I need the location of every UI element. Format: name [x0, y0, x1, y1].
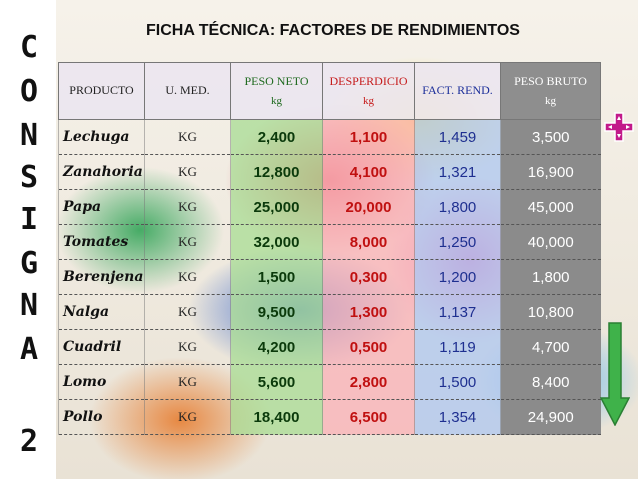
table-row: Pollo KG 18,400 6,500 1,354 24,900	[58, 399, 601, 435]
cell-producto: Zanahoria	[58, 154, 145, 190]
cell-factor-rendimiento: 1,459	[414, 119, 501, 155]
header-peso-neto-label: PESO NETO	[244, 73, 309, 88]
cell-peso-bruto: 10,800	[500, 294, 601, 330]
cell-peso-neto: 4,200	[230, 329, 323, 365]
cell-producto: Papa	[58, 189, 145, 225]
cell-producto: Lomo	[58, 364, 145, 400]
header-peso-bruto-unit: kg	[545, 94, 556, 107]
cell-peso-neto: 9,500	[230, 294, 323, 330]
cell-peso-neto: 5,600	[230, 364, 323, 400]
side-letter: A	[19, 332, 39, 367]
cell-factor-rendimiento: 1,500	[414, 364, 501, 400]
header-factor-rendimiento: FACT. REND.	[414, 62, 501, 120]
side-letter: N	[19, 288, 39, 323]
cell-peso-bruto: 24,900	[500, 399, 601, 435]
cell-producto: Cuadril	[58, 329, 145, 365]
cell-unidad: KG	[144, 224, 231, 260]
table-row: Lechuga KG 2,400 1,100 1,459 3,500	[58, 119, 601, 155]
cell-peso-neto: 32,000	[230, 224, 323, 260]
header-desperdicio-label: DESPERDICIO	[329, 73, 408, 88]
header-desperdicio: DESPERDICIO kg	[322, 62, 415, 120]
side-letter: C	[19, 30, 39, 65]
side-letter: 2	[19, 424, 39, 459]
cell-factor-rendimiento: 1,137	[414, 294, 501, 330]
cell-peso-bruto: 40,000	[500, 224, 601, 260]
cell-unidad: KG	[144, 189, 231, 225]
cell-desperdicio: 8,000	[322, 224, 415, 260]
cell-peso-neto: 12,800	[230, 154, 323, 190]
page-title: FICHA TÉCNICA: FACTORES DE RENDIMIENTOS	[146, 22, 520, 39]
plus-icon[interactable]	[604, 112, 634, 142]
side-letter: O	[19, 74, 39, 109]
cell-desperdicio: 0,500	[322, 329, 415, 365]
down-arrow-icon[interactable]	[600, 322, 630, 426]
cell-peso-bruto: 8,400	[500, 364, 601, 400]
cell-desperdicio: 2,800	[322, 364, 415, 400]
cell-peso-neto: 2,400	[230, 119, 323, 155]
cell-unidad: KG	[144, 119, 231, 155]
cell-desperdicio: 1,100	[322, 119, 415, 155]
table-row: Papa KG 25,000 20,000 1,800 45,000	[58, 189, 601, 225]
cell-desperdicio: 0,300	[322, 259, 415, 295]
cell-peso-bruto: 45,000	[500, 189, 601, 225]
cell-peso-neto: 1,500	[230, 259, 323, 295]
table-row: Zanahoria KG 12,800 4,100 1,321 16,900	[58, 154, 601, 190]
side-letter: N	[19, 118, 39, 153]
cell-factor-rendimiento: 1,200	[414, 259, 501, 295]
side-letter: I	[19, 202, 39, 237]
yield-factors-table: PRODUCTO U. MED. PESO NETO kg DESPERDICI…	[58, 62, 601, 435]
cell-factor-rendimiento: 1,354	[414, 399, 501, 435]
cell-factor-rendimiento: 1,250	[414, 224, 501, 260]
table-row: Berenjena KG 1,500 0,300 1,200 1,800	[58, 259, 601, 295]
table-row: Cuadril KG 4,200 0,500 1,119 4,700	[58, 329, 601, 365]
cell-unidad: KG	[144, 399, 231, 435]
table-row: Tomates KG 32,000 8,000 1,250 40,000	[58, 224, 601, 260]
header-peso-bruto: PESO BRUTO kg	[500, 62, 601, 120]
cell-peso-bruto: 1,800	[500, 259, 601, 295]
cell-desperdicio: 6,500	[322, 399, 415, 435]
cell-producto: Nalga	[58, 294, 145, 330]
cell-producto: Lechuga	[58, 119, 145, 155]
cell-unidad: KG	[144, 294, 231, 330]
cell-peso-bruto: 4,700	[500, 329, 601, 365]
vertical-word-consigna: C O N S I G N A 2	[0, 0, 56, 479]
cell-peso-neto: 25,000	[230, 189, 323, 225]
table-row: Nalga KG 9,500 1,300 1,137 10,800	[58, 294, 601, 330]
cell-factor-rendimiento: 1,321	[414, 154, 501, 190]
cell-desperdicio: 20,000	[322, 189, 415, 225]
cell-producto: Tomates	[58, 224, 145, 260]
header-unidad-medida: U. MED.	[144, 62, 231, 120]
cell-unidad: KG	[144, 329, 231, 365]
cell-peso-bruto: 16,900	[500, 154, 601, 190]
cell-peso-bruto: 3,500	[500, 119, 601, 155]
table-header-row: PRODUCTO U. MED. PESO NETO kg DESPERDICI…	[58, 62, 601, 120]
header-peso-neto: PESO NETO kg	[230, 62, 323, 120]
header-peso-bruto-label: PESO BRUTO	[514, 73, 587, 88]
cell-unidad: KG	[144, 259, 231, 295]
header-peso-neto-unit: kg	[271, 94, 282, 107]
header-desperdicio-unit: kg	[363, 94, 374, 107]
cell-desperdicio: 1,300	[322, 294, 415, 330]
cell-peso-neto: 18,400	[230, 399, 323, 435]
header-producto: PRODUCTO	[58, 62, 145, 120]
cell-desperdicio: 4,100	[322, 154, 415, 190]
cell-producto: Berenjena	[58, 259, 145, 295]
cell-producto: Pollo	[58, 399, 145, 435]
cell-unidad: KG	[144, 154, 231, 190]
side-letter: S	[19, 160, 39, 195]
cell-factor-rendimiento: 1,800	[414, 189, 501, 225]
cell-factor-rendimiento: 1,119	[414, 329, 501, 365]
table-row: Lomo KG 5,600 2,800 1,500 8,400	[58, 364, 601, 400]
side-letter: G	[19, 246, 39, 281]
cell-unidad: KG	[144, 364, 231, 400]
